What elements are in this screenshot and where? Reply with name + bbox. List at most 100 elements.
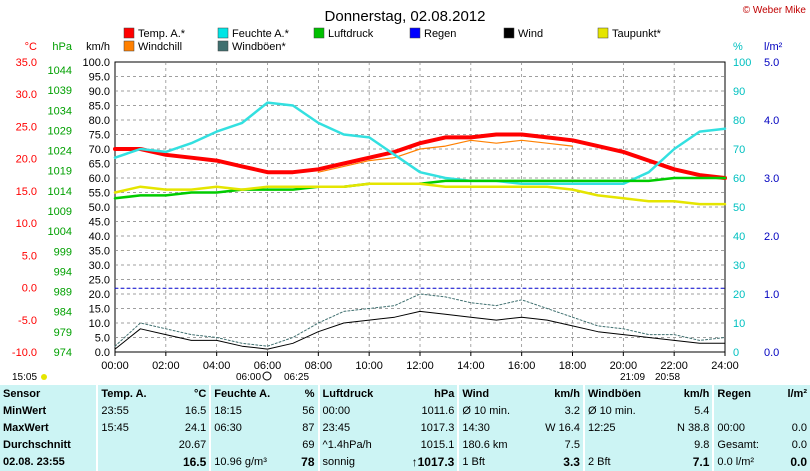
chart-axes: °C 35.0 30.0 25.0 20.0 15.0 10.0 5.0 0.0 -5.0 -10.… [12, 41, 783, 359]
legend-label: Luftdruck [328, 28, 374, 40]
table-cell: N 38.8 [676, 421, 710, 434]
axis-tick-pressure_hpa: 1009 [48, 206, 72, 218]
x-tick-label: 22:00 [660, 360, 688, 372]
legend-label: Temp. A.* [138, 28, 186, 40]
stats-table: Sensor Temp. A. °C Feuchte A.% Luftdruck hPa W… [0, 385, 810, 471]
axis-tick-wind_kmh: 95.0 [89, 72, 110, 84]
axis-title-pressure_hpa: hPa [52, 41, 72, 53]
axis-tick-pressure_hpa: 1019 [48, 166, 72, 178]
x-tick-label: 16:00 [508, 360, 536, 372]
table-cell: 7.1 [692, 455, 710, 470]
table-cell: Gesamt: [712, 436, 777, 454]
axis-title-humidity_pct: % [733, 41, 743, 53]
table-cell [96, 453, 166, 471]
chart-series [113, 101, 727, 350]
table-cell: sonnig [317, 453, 394, 471]
axis-tick-wind_kmh: 0.0 [95, 347, 110, 359]
footer-left-time: 15:05 [12, 372, 37, 383]
axis-tick-humidity_pct: 20 [733, 289, 745, 301]
axis-tick-rain_lm2: 4.0 [764, 115, 779, 127]
axis-tick-wind_kmh: 30.0 [89, 260, 110, 272]
table-cell: 23:55 [96, 402, 166, 420]
table-cell: 69 [302, 439, 315, 452]
x-tick-label: 08:00 [305, 360, 333, 372]
sunrise-time-2: 06:25 [284, 372, 309, 383]
legend-label: Regen [424, 28, 456, 40]
legend-swatch [123, 40, 135, 52]
table-cell: 3.3 [563, 455, 580, 470]
x-tick-label: 20:00 [610, 360, 638, 372]
table-cell: Durchschnitt [3, 439, 71, 452]
table-cell: Sensor [3, 387, 41, 400]
axis-tick-pressure_hpa: 1034 [48, 105, 72, 117]
x-tick-label: 12:00 [406, 360, 434, 372]
axis-tick-pressure_hpa: 1014 [48, 186, 72, 198]
axis-tick-humidity_pct: 100 [733, 57, 751, 69]
table-cell: 00:00 [712, 419, 777, 437]
axis-tick-temp_c: 20.0 [16, 154, 37, 166]
table-cell: % [304, 387, 315, 400]
table-cell: °C [193, 387, 207, 400]
axis-tick-humidity_pct: 40 [733, 231, 745, 243]
table-cell: 0.0 [791, 421, 807, 434]
axis-tick-temp_c: 30.0 [16, 89, 37, 101]
table-cell: W 16.4 [545, 421, 580, 434]
legend-label: Windböen* [232, 41, 287, 53]
table-cell: Ø 10 min. [457, 402, 530, 420]
axis-tick-wind_kmh: 20.0 [89, 289, 110, 301]
axis-tick-temp_c: -10.0 [12, 347, 37, 359]
axis-tick-pressure_hpa: 999 [54, 246, 72, 258]
axis-tick-wind_kmh: 70.0 [89, 144, 110, 156]
axis-tick-rain_lm2: 5.0 [764, 57, 779, 69]
table-row: 02.08. 23:55 16.5 10.96 g/m³ 78 sonnig ↑1017.… [0, 453, 810, 471]
table-cell: 1 Bft [457, 453, 530, 471]
legend-swatch [503, 27, 515, 39]
legend-swatch [217, 40, 229, 52]
axis-tick-wind_kmh: 100.0 [82, 57, 110, 69]
table-cell: 9.8 [694, 439, 710, 452]
axis-tick-rain_lm2: 1.0 [764, 289, 779, 301]
table-cell: 2 Bft [582, 453, 663, 471]
table-cell: 20.67 [178, 439, 207, 452]
table-cell: Temp. A. [96, 385, 166, 403]
axis-tick-wind_kmh: 65.0 [89, 159, 110, 171]
axis-tick-humidity_pct: 0 [733, 347, 739, 359]
series-line-0 [113, 132, 727, 180]
table-row: Sensor Temp. A. °C Feuchte A.% Luftdruck hPa W… [0, 385, 810, 403]
axis-tick-wind_kmh: 40.0 [89, 231, 110, 243]
table-cell: Windböen [582, 385, 663, 403]
table-cell: km/h [554, 387, 580, 400]
axis-tick-humidity_pct: 90 [733, 86, 745, 98]
axis-tick-wind_kmh: 90.0 [89, 86, 110, 98]
table-cell [777, 402, 810, 419]
table-cell: Regen [712, 385, 777, 403]
sunrise-time: 06:00 [236, 372, 261, 383]
table-row: MinWert 23:55 16.5 18:15 56 00:00 1011.6 Ø 10 m… [0, 402, 810, 420]
legend: Temp. A.* Feuchte A.* Luftdruck Regen Wind Ta… [123, 27, 662, 53]
axis-tick-wind_kmh: 75.0 [89, 130, 110, 142]
series-line-2 [113, 101, 727, 186]
table-cell: 14:30 [457, 419, 530, 437]
table-cell: 0.0 [790, 455, 807, 470]
axis-tick-humidity_pct: 30 [733, 260, 745, 272]
legend-swatch [217, 27, 229, 39]
axis-tick-rain_lm2: 3.0 [764, 173, 779, 185]
legend-swatch [597, 27, 609, 39]
table-row: Durchschnitt 20.67 69 ^1.4hPa/h 1015.1 180.6 … [0, 436, 810, 454]
axis-tick-humidity_pct: 80 [733, 115, 745, 127]
axis-tick-wind_kmh: 85.0 [89, 101, 110, 113]
axis-tick-temp_c: -5.0 [18, 315, 37, 327]
table-cell: Ø 10 min. [582, 402, 663, 420]
sunset-time: 21:09 [620, 372, 645, 383]
axis-title-wind_kmh: km/h [86, 41, 110, 53]
table-cell [209, 436, 293, 454]
table-cell: hPa [434, 387, 455, 400]
axis-tick-pressure_hpa: 989 [54, 287, 72, 299]
axis-tick-wind_kmh: 50.0 [89, 202, 110, 214]
table-cell: ^1.4hPa/h [317, 436, 394, 454]
sunset-time-2: 20:58 [655, 372, 680, 383]
axis-tick-humidity_pct: 50 [733, 202, 745, 214]
axis-tick-wind_kmh: 15.0 [89, 304, 110, 316]
table-cell: 24.1 [184, 421, 207, 434]
x-tick-label: 18:00 [559, 360, 587, 372]
